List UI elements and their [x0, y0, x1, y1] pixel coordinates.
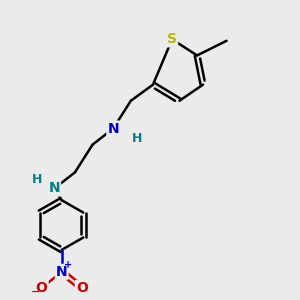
- Text: N: N: [56, 265, 68, 279]
- Text: S: S: [167, 32, 177, 46]
- Text: −: −: [31, 286, 40, 296]
- Text: O: O: [76, 281, 88, 295]
- Text: O: O: [36, 281, 48, 295]
- Text: H: H: [132, 132, 142, 145]
- Text: N: N: [49, 182, 60, 196]
- Text: +: +: [64, 260, 72, 270]
- Text: N: N: [107, 122, 119, 136]
- Text: H: H: [32, 173, 43, 186]
